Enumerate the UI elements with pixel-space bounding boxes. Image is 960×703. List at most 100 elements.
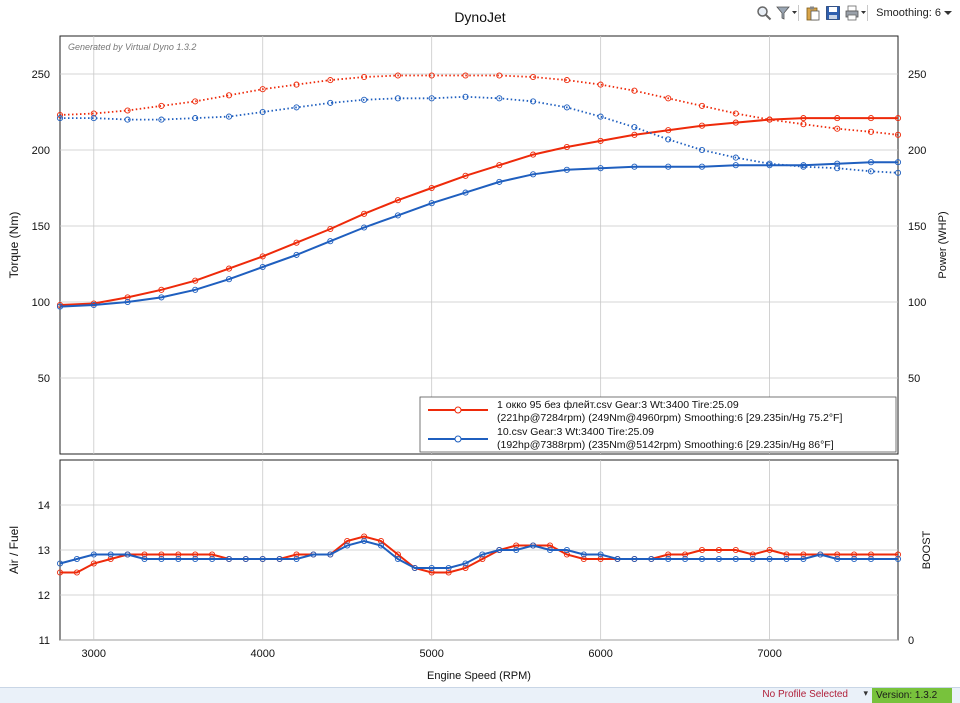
x-tick-label: 5000 <box>419 648 443 660</box>
x-tick-label: 3000 <box>82 648 106 660</box>
chart-title: DynoJet <box>454 9 505 25</box>
torque-series-2-point <box>867 168 875 175</box>
torque-axis-label: Torque (Nm) <box>7 212 21 279</box>
afr-series-1-point <box>665 551 672 558</box>
power-series-2-point <box>894 159 902 166</box>
afr-series-1-point <box>783 551 790 558</box>
afr-series-2-point <box>377 542 385 549</box>
afr-series-2-point <box>580 551 587 558</box>
legend-entry-2-line2: (192hp@7388rpm) (235Nm@5142rpm) Smoothin… <box>497 439 834 451</box>
afr-series-2-point <box>479 551 486 558</box>
afr-series-1-point <box>428 569 435 576</box>
afr-series-1-point <box>894 551 902 558</box>
afr-series-2-point <box>749 555 756 563</box>
torque-series-2-point <box>597 113 604 120</box>
power-series-1-point <box>867 115 875 122</box>
afr-series-2-point <box>394 555 401 563</box>
chevron-down-icon[interactable]: ▾ <box>863 688 868 698</box>
torque-series-2-point <box>90 115 97 122</box>
torque-series-2-point <box>894 169 902 176</box>
torque-series-2-point <box>698 146 706 154</box>
power-series-1-point <box>225 265 233 272</box>
torque-series-2-point <box>462 93 469 100</box>
print-icon[interactable] <box>845 5 867 21</box>
power-series-1-point <box>56 301 64 309</box>
afr-series-2-point <box>867 555 875 563</box>
upper-tick-labels: 50 100 150 200 250 50 100 150 200 250 <box>32 69 927 385</box>
power-series-1-point <box>496 162 503 169</box>
power-series-2-line <box>59 161 898 308</box>
power-series-2-point <box>597 165 604 172</box>
torque-series-2-point <box>158 116 165 123</box>
power-series-2-point <box>563 166 570 173</box>
power-axis-label: Power (WHP) <box>937 211 949 278</box>
torque-series-1-point <box>428 72 435 79</box>
afr-series-2-point <box>614 555 621 563</box>
watermark: Generated by Virtual Dyno 1.3.2 <box>68 42 196 52</box>
torque-series-2-point <box>327 99 334 106</box>
upper-grid <box>60 36 898 454</box>
lower-series <box>56 533 902 576</box>
afr-tick-label: 12 <box>38 590 50 602</box>
torque-series-1-point <box>90 110 97 117</box>
afr-series-1-point <box>377 537 385 545</box>
afr-series-1-point <box>563 551 570 558</box>
power-tick-label: 50 <box>908 373 920 385</box>
boost-tick-label: 0 <box>908 635 914 647</box>
power-series-2-point <box>90 301 97 309</box>
power-series-1-point <box>428 184 435 192</box>
afr-series-1-point <box>867 551 875 558</box>
power-series-2-point <box>259 263 266 271</box>
power-series-2-point <box>800 162 807 169</box>
afr-series-2-point <box>175 555 182 563</box>
power-series-2-point <box>56 303 64 310</box>
afr-series-2-point <box>411 564 418 572</box>
profile-status[interactable]: No Profile Selected <box>762 689 848 700</box>
afr-series-1-point <box>580 555 587 563</box>
afr-series-1-point <box>209 551 216 558</box>
smoothing-select[interactable]: Smoothing: 6 <box>874 7 954 19</box>
torque-series-2-point <box>631 124 638 131</box>
torque-tick-label: 150 <box>32 221 50 233</box>
afr-series-2-point <box>158 555 165 563</box>
afr-series-1-point <box>141 551 148 558</box>
save-icon[interactable] <box>825 5 841 21</box>
toolbar-separator <box>798 5 800 21</box>
torque-series-1-point <box>732 110 739 117</box>
power-series-2-point <box>192 286 199 293</box>
paste-icon[interactable] <box>805 5 821 21</box>
afr-series-2-point <box>56 560 64 567</box>
afr-series-2-point <box>310 551 317 558</box>
afr-series-2-point <box>682 555 689 563</box>
afr-series-1-point <box>73 569 80 576</box>
afr-series-2-point <box>327 551 334 558</box>
torque-series-2-point <box>361 96 368 103</box>
power-series-1-point <box>327 225 334 233</box>
lower-tick-labels: 3000 4000 5000 6000 7000 11 12 13 14 0 <box>38 500 914 660</box>
torque-series-1-point <box>462 72 469 79</box>
power-series-1-point <box>124 294 131 301</box>
power-tick-label: 250 <box>908 69 926 81</box>
torque-series-1-point <box>361 73 368 81</box>
afr-series-1-point <box>175 551 182 558</box>
power-tick-label: 150 <box>908 221 926 233</box>
power-series-2-point <box>665 163 672 170</box>
toolbar: Smoothing: 6 <box>756 3 954 23</box>
boost-axis-label: BOOST <box>921 530 933 569</box>
afr-series-1-point <box>479 555 486 563</box>
legend-marker-1 <box>454 406 462 414</box>
version-badge[interactable]: Version: 1.3.2 <box>872 688 952 703</box>
lower-grid <box>60 460 898 641</box>
afr-series-2-point <box>513 546 520 554</box>
afr-series-1-point <box>56 569 64 576</box>
legend: 1 окко 95 без флейт.csv Gear:3 Wt:3400 T… <box>419 396 897 453</box>
afr-series-1-point <box>361 533 368 540</box>
afr-series-2-point <box>276 555 283 563</box>
torque-series-1-point <box>698 102 706 109</box>
legend-entry-1-line1: 1 окко 95 без флейт.csv Gear:3 Wt:3400 T… <box>497 399 739 411</box>
zoom-icon[interactable] <box>756 5 772 21</box>
torque-tick-label: 100 <box>32 297 50 309</box>
afr-series-1-point <box>192 551 199 558</box>
filter-icon[interactable] <box>776 5 798 21</box>
upper-plot-area <box>59 35 899 455</box>
